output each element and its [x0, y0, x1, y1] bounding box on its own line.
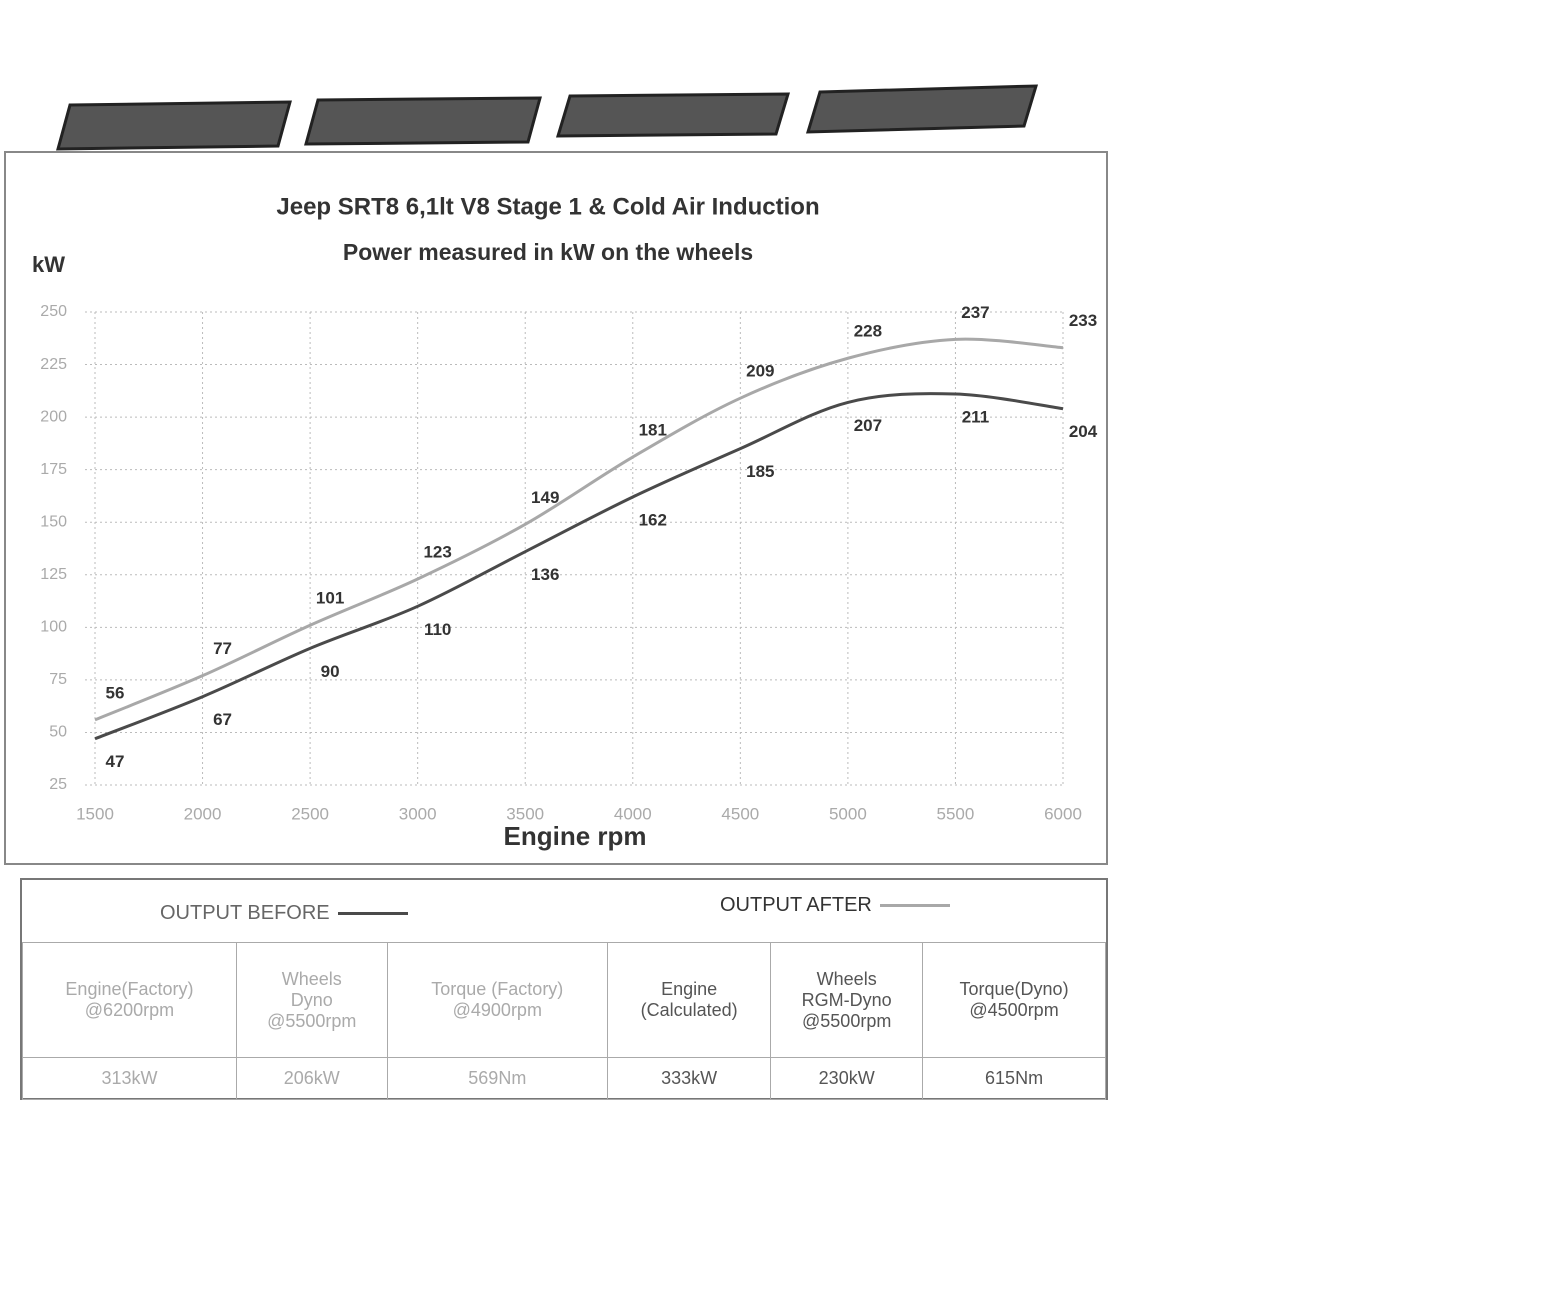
y-tick-label: 250	[40, 303, 67, 320]
data-label: 237	[961, 303, 989, 322]
table-value-row: 313kW 206kW 569Nm 333kW 230kW 615Nm	[22, 1057, 1106, 1100]
y-tick-label: 200	[40, 408, 67, 425]
data-label: 211	[962, 407, 989, 426]
table-cell: 313kW	[22, 1057, 237, 1100]
x-tick-label: 4500	[721, 804, 759, 823]
chart-subtitle: Power measured in kW on the wheels	[343, 239, 753, 265]
data-label: 47	[106, 752, 125, 771]
x-tick-label: 3500	[506, 804, 544, 823]
table-cell: Torque (Factory) @4900rpm	[386, 941, 609, 1059]
table-cell: 569Nm	[386, 1057, 609, 1100]
data-label: 123	[423, 542, 451, 561]
table-cell: 333kW	[606, 1057, 772, 1100]
table-cell: Engine(Factory) @6200rpm	[22, 941, 237, 1059]
data-label: 90	[321, 662, 340, 681]
logo	[805, 84, 1039, 134]
table-cell: Wheels RGM-Dyno @5500rpm	[770, 941, 924, 1059]
y-tick-label: 225	[40, 356, 67, 373]
data-label: 56	[106, 683, 125, 702]
y-tick-label: 175	[40, 461, 67, 478]
legend-swatch	[337, 912, 408, 915]
legend-label: OUTPUT AFTER	[720, 894, 872, 916]
output-table-grid: Engine(Factory) @6200rpm Wheels Dyno @550…	[22, 941, 1106, 1100]
legend-item: OUTPUT AFTER	[720, 894, 950, 917]
data-label: 181	[639, 421, 667, 440]
data-label: 67	[213, 710, 232, 729]
logo	[304, 96, 542, 146]
data-label: 228	[854, 322, 882, 341]
data-label: 207	[854, 416, 882, 435]
table-cell: 206kW	[235, 1057, 388, 1100]
x-tick-label: 5000	[829, 804, 867, 823]
series-line	[94, 337, 1064, 722]
chart: Jeep SRT8 6,1lt V8 Stage 1 & Cold Air In…	[4, 84, 1108, 865]
y-tick-label: 100	[40, 619, 67, 636]
x-tick-label: 1500	[76, 804, 114, 823]
table-cell: Wheels Dyno @5500rpm	[235, 941, 388, 1059]
x-tick-label: 5500	[937, 804, 975, 823]
data-label: 185	[746, 462, 774, 481]
x-tick-label: 6000	[1044, 804, 1082, 823]
logos	[56, 84, 1039, 151]
x-axis-label: Engine rpm	[503, 821, 646, 851]
legend-swatch	[879, 904, 950, 907]
data-label: 162	[639, 510, 667, 529]
x-tick-label: 4000	[614, 804, 652, 823]
logo	[555, 92, 791, 138]
table-cell: Engine (Calculated)	[606, 941, 772, 1059]
logo	[56, 100, 292, 151]
x-tick-label: 2000	[184, 804, 222, 823]
data-label: 77	[213, 639, 232, 658]
data-label: 110	[424, 620, 451, 639]
table-header-row: Engine(Factory) @6200rpm Wheels Dyno @550…	[22, 941, 1106, 1059]
output-table: OUTPUT BEFORE OUTPUT AFTER Engine(Factor…	[20, 878, 1108, 1100]
y-tick-label: 50	[49, 724, 67, 741]
data-label: 101	[316, 589, 344, 608]
chart-title: Jeep SRT8 6,1lt V8 Stage 1 & Cold Air In…	[276, 193, 819, 220]
y-tick-label: 150	[40, 513, 67, 530]
y-tick-label: 125	[40, 566, 67, 583]
legend-label: OUTPUT BEFORE	[160, 902, 330, 924]
data-label: 204	[1069, 422, 1098, 441]
table-cell: Torque(Dyno) @4500rpm	[922, 941, 1106, 1059]
series-line	[94, 392, 1064, 741]
table-cell: 230kW	[770, 1057, 924, 1100]
y-axis-label: kW	[32, 252, 65, 277]
data-label: 233	[1069, 311, 1097, 330]
chart-frame	[4, 151, 1108, 865]
legend-item: OUTPUT BEFORE	[160, 902, 408, 925]
data-label: 209	[746, 362, 774, 381]
x-tick-label: 3000	[399, 804, 437, 823]
y-tick-label: 75	[49, 671, 67, 688]
table-cell: 615Nm	[922, 1057, 1106, 1100]
data-label: 136	[531, 565, 559, 584]
y-tick-label: 25	[49, 776, 67, 793]
data-label: 149	[531, 488, 559, 507]
x-tick-label: 2500	[291, 804, 329, 823]
